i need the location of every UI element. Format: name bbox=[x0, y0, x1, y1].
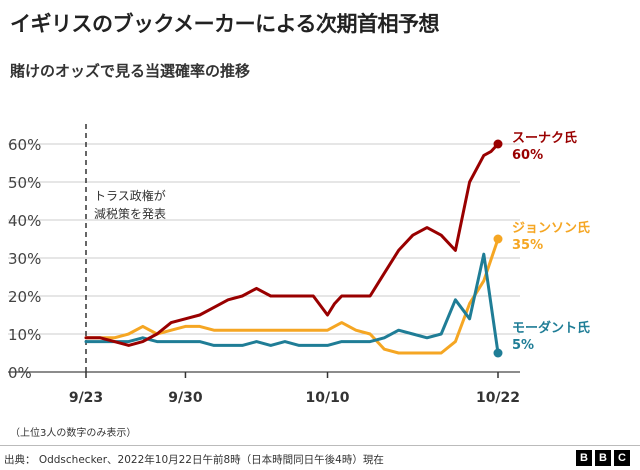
series-name-label-johnson: ジョンソン氏 bbox=[512, 221, 590, 236]
y-tick-label: 60% bbox=[8, 136, 41, 154]
y-tick-label: 40% bbox=[8, 212, 41, 230]
chart-subtitle: 賭けのオッズで見る当選確率の推移 bbox=[10, 62, 251, 80]
series-line-johnson bbox=[84, 237, 500, 355]
series-endpoint-johnson bbox=[493, 234, 503, 244]
x-tick-label: 9/23 bbox=[69, 390, 103, 406]
bbc-logo-letter: C bbox=[614, 450, 630, 466]
chart-title: イギリスのブックメーカーによる次期首相予想 bbox=[10, 12, 440, 36]
x-tick-label: 10/10 bbox=[305, 390, 349, 406]
y-tick-label: 30% bbox=[8, 250, 41, 268]
annotation-text-line1: トラス政権が bbox=[94, 188, 166, 203]
bbc-logo-letter: B bbox=[595, 450, 611, 466]
y-tick-label: 50% bbox=[8, 174, 41, 192]
series-value-label-mordaunt: 5% bbox=[512, 338, 534, 353]
source-note: 出典： Oddschecker、2022年10月22日午前8時（日本時間同日午後… bbox=[4, 454, 384, 466]
series-lines bbox=[84, 139, 503, 358]
annotation: トラス政権が 減税策を発表 bbox=[85, 124, 166, 372]
series-labels: ジョンソン氏 35% モーダント氏 5% スーナク氏 60% bbox=[512, 131, 590, 353]
y-tick-label: 0% bbox=[8, 364, 32, 382]
series-value-label-sunak: 60% bbox=[512, 148, 543, 163]
series-line-mordaunt bbox=[84, 252, 500, 355]
series-name-label-sunak: スーナク氏 bbox=[512, 131, 577, 146]
x-axis-ticks: 9/23 9/30 10/10 10/22 bbox=[69, 372, 520, 406]
series-endpoint-sunak bbox=[493, 139, 503, 149]
series-line-sunak bbox=[84, 142, 500, 347]
annotation-text-line2: 減税策を発表 bbox=[94, 206, 166, 221]
bbc-logo-letter: B bbox=[576, 450, 592, 466]
series-name-label-mordaunt: モーダント氏 bbox=[512, 320, 590, 336]
y-tick-label: 10% bbox=[8, 326, 41, 344]
series-endpoint-mordaunt bbox=[493, 348, 503, 358]
y-axis-ticks: 0% 10% 20% 30% 40% 50% 60% bbox=[8, 136, 41, 382]
footnote: （上位3人の数字のみ表示） bbox=[10, 428, 137, 439]
x-tick-label: 9/30 bbox=[168, 390, 203, 406]
grid-lines bbox=[8, 143, 520, 373]
bbc-logo: B B C bbox=[576, 450, 630, 466]
y-tick-label: 20% bbox=[8, 288, 41, 306]
footer-divider bbox=[0, 445, 640, 446]
series-value-label-johnson: 35% bbox=[512, 238, 543, 253]
x-tick-label: 10/22 bbox=[476, 390, 520, 406]
